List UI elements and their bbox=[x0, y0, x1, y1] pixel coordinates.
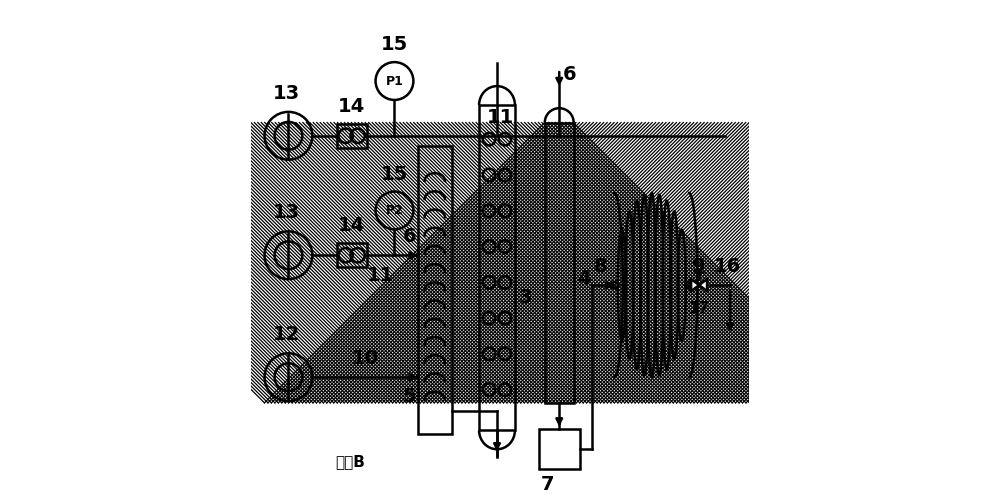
Circle shape bbox=[376, 191, 413, 229]
Circle shape bbox=[265, 353, 312, 401]
Text: 12: 12 bbox=[272, 325, 300, 344]
Text: 13: 13 bbox=[272, 84, 300, 103]
Bar bbox=[337, 243, 367, 267]
Text: 15: 15 bbox=[381, 164, 408, 183]
Text: 4: 4 bbox=[577, 269, 591, 288]
Polygon shape bbox=[691, 279, 699, 291]
Text: 10: 10 bbox=[352, 349, 379, 368]
Text: 14: 14 bbox=[338, 216, 365, 235]
Polygon shape bbox=[699, 279, 707, 291]
Bar bbox=[337, 124, 367, 148]
Text: 15: 15 bbox=[381, 35, 408, 54]
Text: 11: 11 bbox=[367, 266, 394, 285]
Text: 13: 13 bbox=[272, 203, 300, 222]
Text: 7: 7 bbox=[541, 475, 554, 494]
Text: 5: 5 bbox=[402, 387, 416, 406]
Text: 14: 14 bbox=[338, 97, 365, 116]
Circle shape bbox=[376, 62, 413, 100]
Text: 11: 11 bbox=[486, 108, 514, 127]
Bar bbox=[539, 429, 580, 469]
Text: 9: 9 bbox=[692, 257, 706, 276]
Text: P2: P2 bbox=[386, 204, 403, 217]
Circle shape bbox=[265, 231, 312, 279]
Text: 6: 6 bbox=[402, 227, 416, 246]
Text: 17: 17 bbox=[689, 301, 710, 316]
Text: 6: 6 bbox=[563, 65, 576, 84]
Bar bbox=[479, 105, 515, 430]
Bar bbox=[418, 146, 452, 434]
Text: 3: 3 bbox=[518, 289, 532, 308]
Bar bbox=[545, 123, 574, 403]
Text: P1: P1 bbox=[386, 75, 403, 88]
Circle shape bbox=[265, 112, 312, 160]
Text: 物料B: 物料B bbox=[336, 454, 366, 469]
Text: 16: 16 bbox=[714, 257, 741, 276]
Text: 8: 8 bbox=[593, 257, 607, 276]
